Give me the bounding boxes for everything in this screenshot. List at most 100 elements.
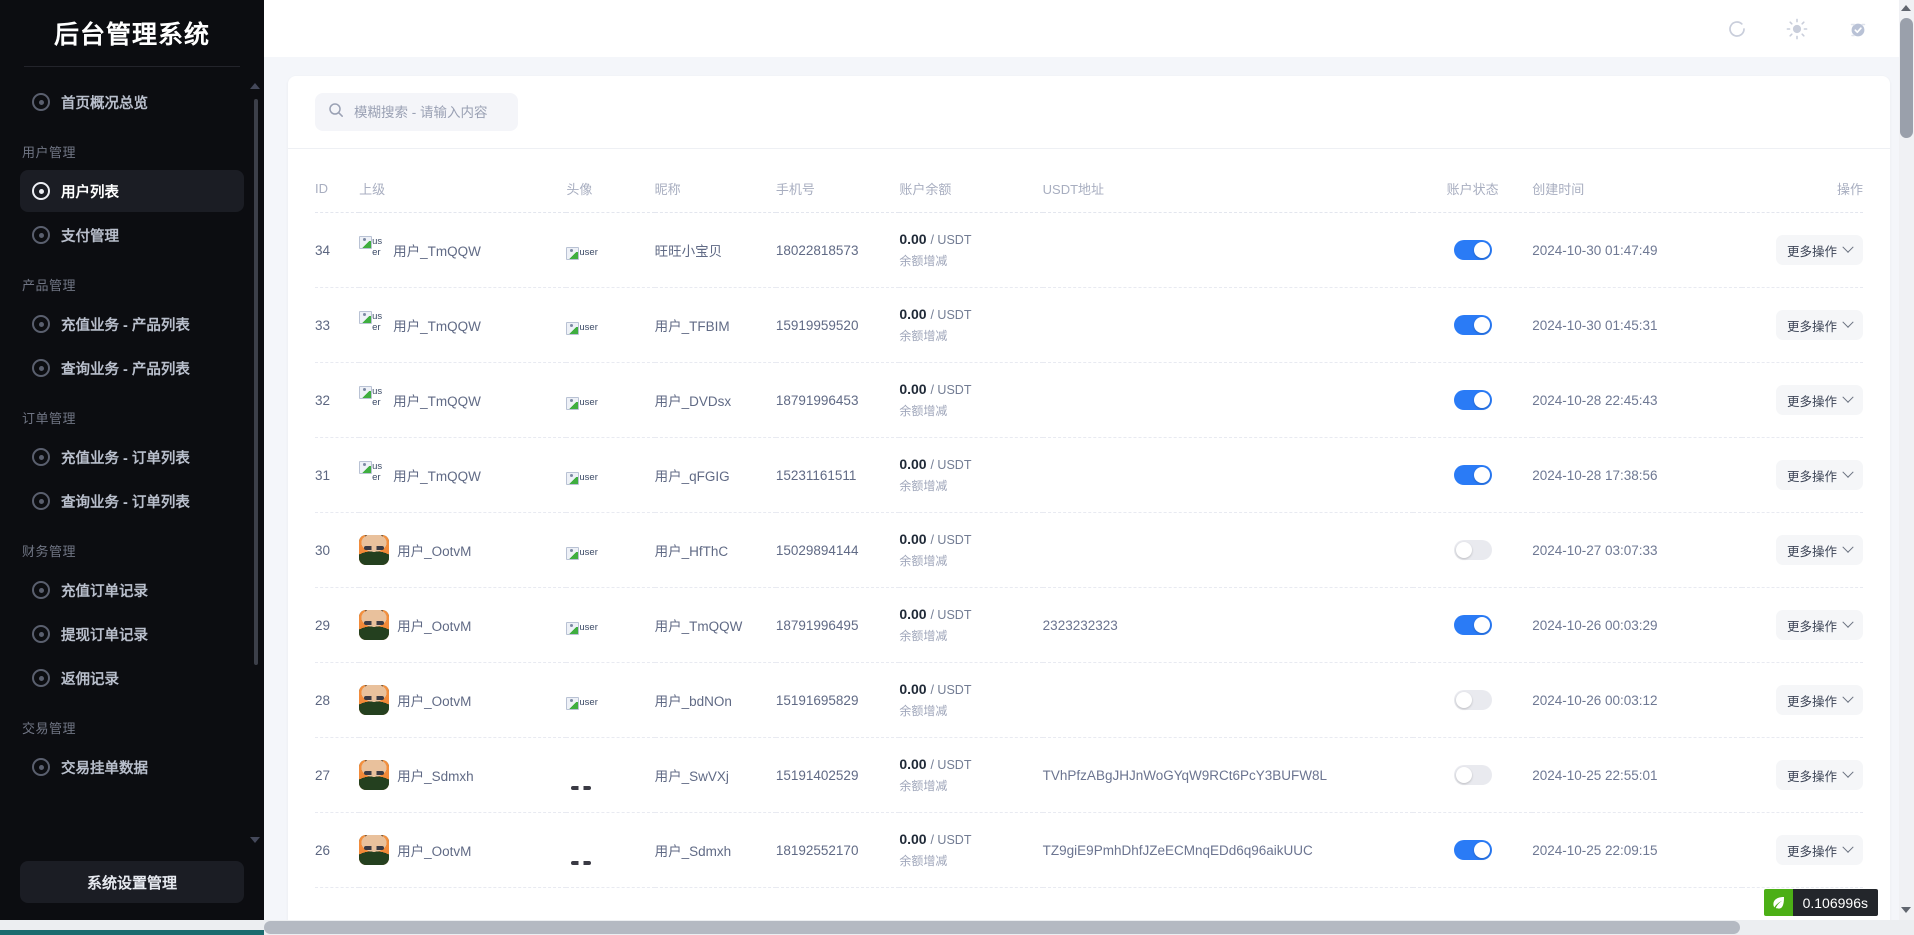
cell-avatar: user xyxy=(566,587,655,663)
sidebar-item[interactable]: 交易挂单数据 xyxy=(20,746,244,788)
cell-parent: 用户_OotvM xyxy=(359,587,567,663)
sidebar-item[interactable]: 用户列表 xyxy=(20,170,244,212)
more-actions-label: 更多操作 xyxy=(1786,394,1837,409)
row-id: 31 xyxy=(315,467,331,483)
row-id: 29 xyxy=(315,617,331,633)
status-toggle[interactable] xyxy=(1453,540,1492,560)
nav-bullet-icon xyxy=(32,625,50,643)
cell-usdt-address xyxy=(1042,362,1414,438)
toggle-knob xyxy=(1473,842,1490,858)
page-scroll-up-arrow[interactable] xyxy=(1901,5,1911,11)
more-actions-button[interactable]: 更多操作 xyxy=(1775,535,1863,565)
more-actions-button[interactable]: 更多操作 xyxy=(1775,385,1863,415)
sidebar-nav: 首页概况总览 用户管理 用户列表 支付管理 产品管理 充值业务 - 产品列表 查询业务 - … xyxy=(0,67,264,849)
sidebar-item[interactable]: 充值业务 - 订单列表 xyxy=(20,436,244,478)
page-scrollbar-thumb[interactable] xyxy=(1900,18,1913,138)
more-actions-label: 更多操作 xyxy=(1786,694,1837,709)
balance-adjust-link[interactable]: 余额增减 xyxy=(899,854,948,868)
nav-bullet-icon xyxy=(32,315,50,333)
balance-adjust-link[interactable]: 余额增减 xyxy=(899,329,948,343)
sidebar: 后台管理系统 首页概况总览 用户管理 用户列表 支付管理 产品管理 充值业务 - 产品列表… xyxy=(0,0,264,935)
cell-avatar xyxy=(566,737,655,813)
search-icon xyxy=(328,102,344,123)
more-actions-label: 更多操作 xyxy=(1786,469,1837,484)
sidebar-item[interactable]: 提现订单记录 xyxy=(20,613,244,655)
more-actions-button[interactable]: 更多操作 xyxy=(1775,685,1863,715)
cell-operations: 更多操作 xyxy=(1741,587,1863,663)
sidebar-item[interactable]: 首页概况总览 xyxy=(20,81,244,123)
sidebar-item[interactable]: 支付管理 xyxy=(20,214,244,256)
more-actions-button[interactable]: 更多操作 xyxy=(1775,460,1863,490)
search-box[interactable] xyxy=(315,93,518,131)
status-toggle[interactable] xyxy=(1453,690,1492,710)
cell-nickname: 用户_qFGIG xyxy=(654,437,776,513)
more-actions-button[interactable]: 更多操作 xyxy=(1775,760,1863,790)
balance-adjust-link[interactable]: 余额增减 xyxy=(899,779,948,793)
balance-adjust-link[interactable]: 余额增减 xyxy=(899,479,948,493)
balance-amount: 0.00 / USDT xyxy=(899,231,1042,247)
status-toggle[interactable] xyxy=(1453,840,1492,860)
brightness-icon[interactable] xyxy=(1784,16,1810,42)
cell-id: 32 xyxy=(315,362,360,438)
sidebar-scroll-up-arrow[interactable] xyxy=(250,83,260,89)
status-toggle[interactable] xyxy=(1453,390,1492,410)
status-toggle[interactable] xyxy=(1453,615,1492,635)
balance-adjust-link[interactable]: 余额增减 xyxy=(899,629,948,643)
page-scrollbar-track[interactable] xyxy=(1899,0,1914,935)
taskbar-accent xyxy=(0,930,264,935)
balance-adjust-link[interactable]: 余额增减 xyxy=(899,254,948,268)
horizontal-scrollbar-track[interactable] xyxy=(0,920,1914,935)
horizontal-scrollbar-thumb[interactable] xyxy=(264,921,1740,934)
status-toggle[interactable] xyxy=(1453,240,1492,260)
refresh-icon[interactable] xyxy=(1724,16,1750,42)
balance-value: 0.00 xyxy=(899,231,927,247)
sidebar-scroll-down-arrow[interactable] xyxy=(250,837,260,843)
status-toggle[interactable] xyxy=(1453,315,1492,335)
row-id: 32 xyxy=(315,392,331,408)
cell-parent: 用户_OotvM xyxy=(359,812,567,888)
table-row: 29 用户_OotvM user 用户_TmQQW 18791996495 0.00 / … xyxy=(315,587,1863,663)
cell-parent: 用户_OotvM xyxy=(359,512,567,588)
balance-value: 0.00 xyxy=(899,681,927,697)
nav-bullet-icon xyxy=(32,359,50,377)
sidebar-scrollbar-thumb[interactable] xyxy=(254,99,258,665)
toggle-knob xyxy=(1473,617,1490,633)
parent-user: 用户_OotvM xyxy=(359,535,566,565)
system-settings-button[interactable]: 系统设置管理 xyxy=(20,861,244,903)
toggle-knob xyxy=(1473,242,1490,258)
sidebar-item[interactable]: 充值订单记录 xyxy=(20,569,244,611)
column-header-ops: 操作 xyxy=(1741,149,1863,213)
parent-avatar: user xyxy=(359,385,385,415)
nav-bullet-icon xyxy=(32,182,50,200)
cell-id: 31 xyxy=(315,437,360,513)
more-actions-button[interactable]: 更多操作 xyxy=(1775,835,1863,865)
parent-avatar: user xyxy=(359,310,385,340)
sidebar-item[interactable]: 充值业务 - 产品列表 xyxy=(20,303,244,345)
more-actions-button[interactable]: 更多操作 xyxy=(1775,310,1863,340)
more-actions-button[interactable]: 更多操作 xyxy=(1775,610,1863,640)
status-toggle[interactable] xyxy=(1453,765,1492,785)
nav-bullet-icon xyxy=(32,492,50,510)
page-scroll-down-arrow[interactable] xyxy=(1901,907,1911,913)
cell-nickname: 用户_TmQQW xyxy=(654,587,776,663)
cell-operations: 更多操作 xyxy=(1741,512,1863,588)
sidebar-item[interactable]: 查询业务 - 订单列表 xyxy=(20,480,244,522)
cell-phone: 15029894144 xyxy=(775,512,900,588)
sidebar-item[interactable]: 返佣记录 xyxy=(20,657,244,699)
balance-adjust-link[interactable]: 余额增减 xyxy=(899,704,948,718)
search-input[interactable] xyxy=(354,104,505,120)
chevron-down-icon xyxy=(1842,766,1854,778)
sidebar-item-label: 查询业务 - 产品列表 xyxy=(61,361,190,378)
balance-adjust-link[interactable]: 余额增减 xyxy=(899,404,948,418)
settings-check-icon[interactable] xyxy=(1844,16,1870,42)
cell-parent: user 用户_TmQQW xyxy=(359,437,567,513)
more-actions-button[interactable]: 更多操作 xyxy=(1775,235,1863,265)
cell-operations: 更多操作 xyxy=(1741,737,1863,813)
cell-id: 34 xyxy=(315,212,360,288)
status-toggle[interactable] xyxy=(1453,465,1492,485)
toggle-knob xyxy=(1455,692,1472,708)
balance-adjust-link[interactable]: 余额增减 xyxy=(899,554,948,568)
sidebar-item[interactable]: 查询业务 - 产品列表 xyxy=(20,347,244,389)
table-row: 27 用户_Sdmxh 用户_SwVXj 15191402529 0.00 / USDT… xyxy=(315,737,1863,813)
